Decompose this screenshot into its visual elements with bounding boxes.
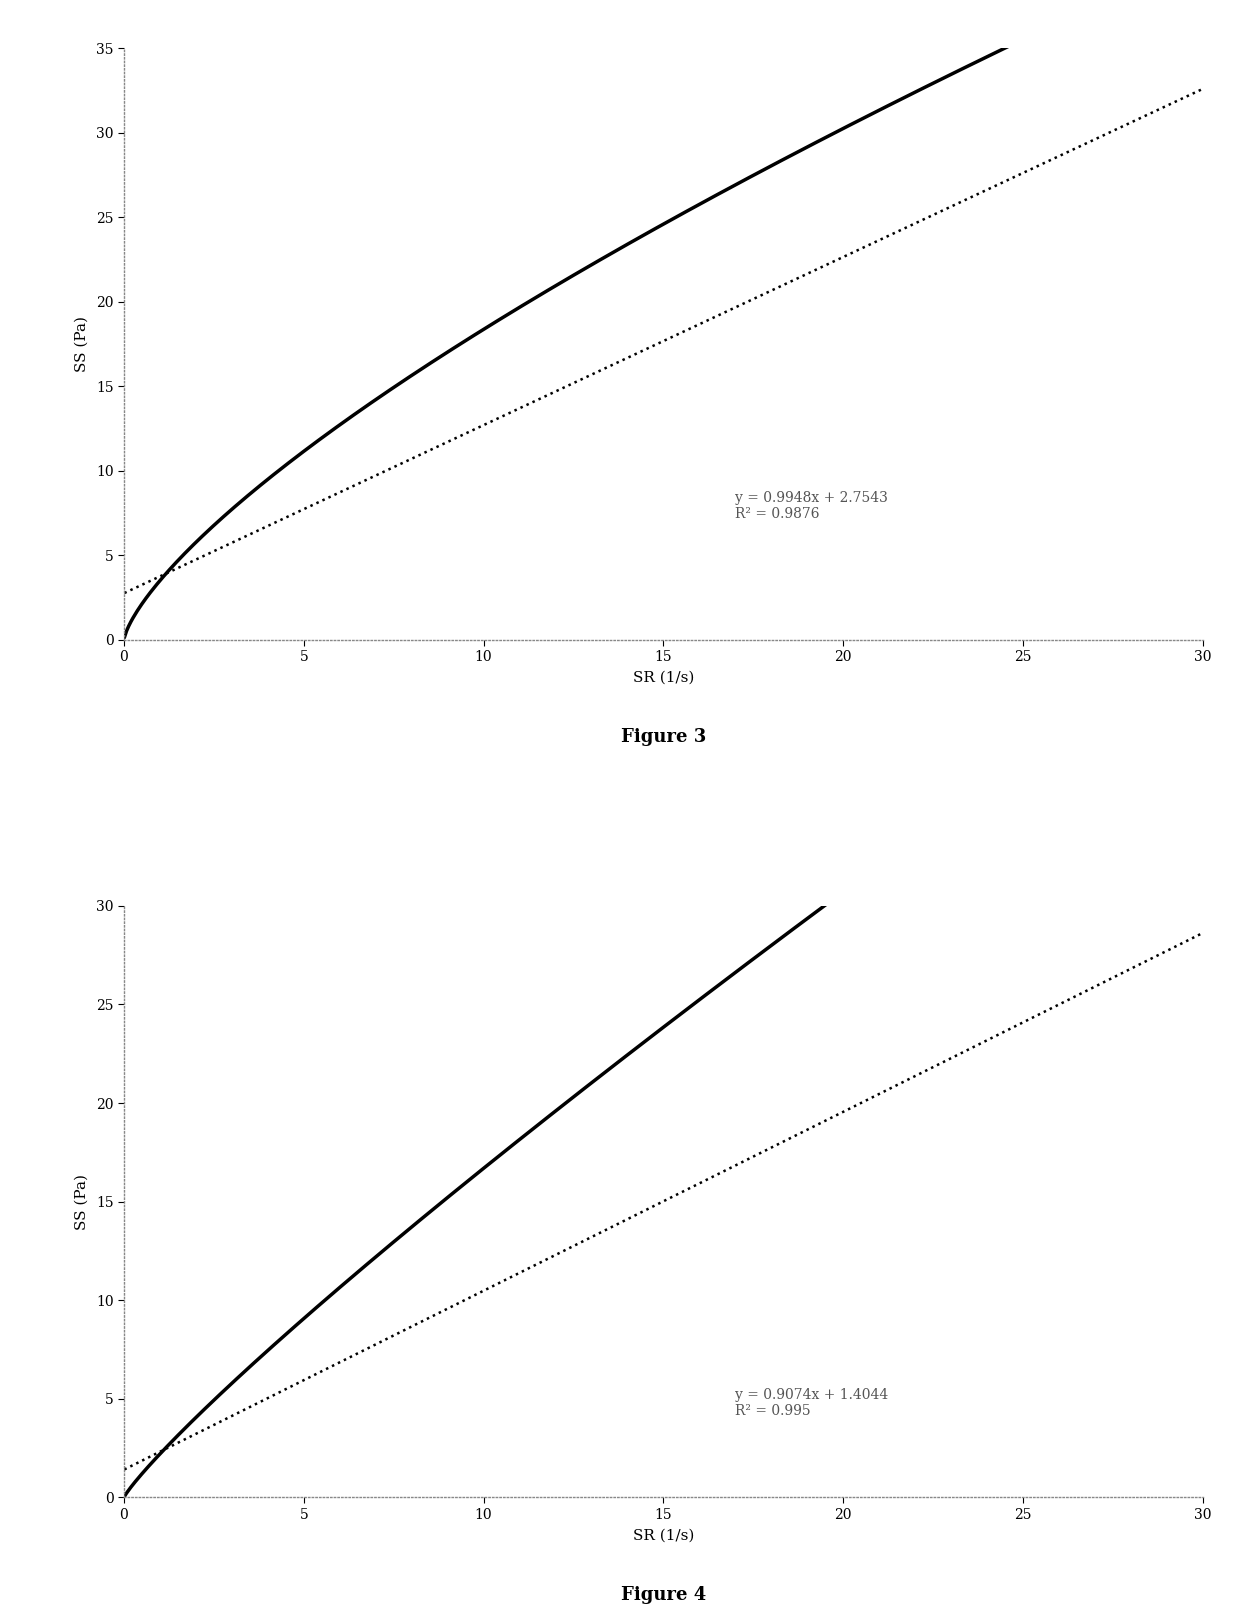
Y-axis label: SS (Pa): SS (Pa): [74, 316, 89, 372]
X-axis label: SR (1/s): SR (1/s): [632, 1528, 694, 1542]
Text: Figure 3: Figure 3: [621, 728, 706, 747]
Y-axis label: SS (Pa): SS (Pa): [74, 1174, 89, 1230]
X-axis label: SR (1/s): SR (1/s): [632, 671, 694, 686]
Text: Figure 4: Figure 4: [621, 1586, 706, 1604]
Text: y = 0.9074x + 1.4044
R² = 0.995: y = 0.9074x + 1.4044 R² = 0.995: [735, 1388, 889, 1418]
Text: y = 0.9948x + 2.7543
R² = 0.9876: y = 0.9948x + 2.7543 R² = 0.9876: [735, 491, 888, 522]
